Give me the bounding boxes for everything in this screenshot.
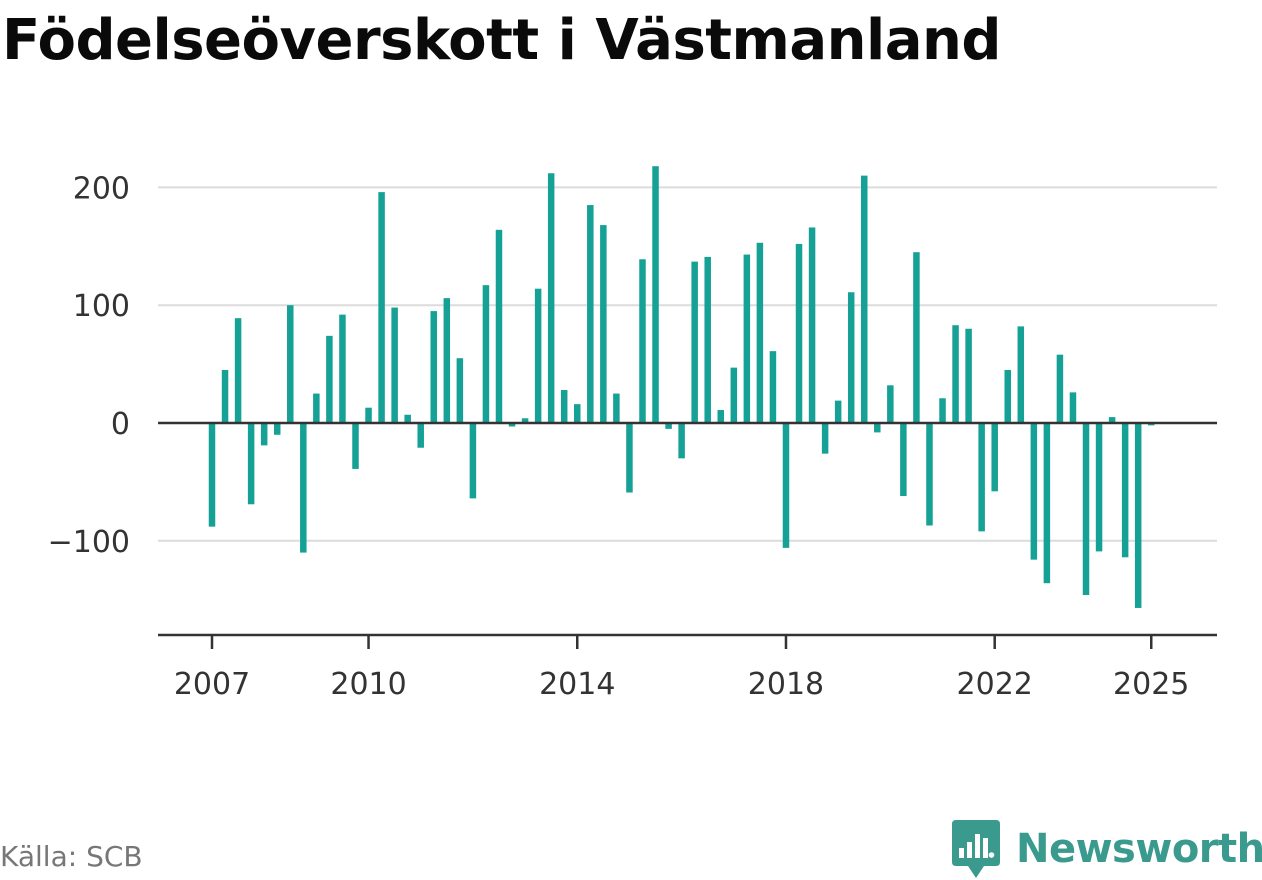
bar: 2020 Q3: 145 (913, 252, 920, 423)
bar: 2019 Q4: -8 (874, 423, 881, 433)
bar: 2013 Q3: 212 (547, 173, 555, 423)
brand-logo[interactable]: Newsworthy (950, 818, 1262, 880)
chart-title: Födelseöverskott i Västmanland (2, 8, 1002, 73)
bar: 2021 Q3: 80 (965, 328, 972, 423)
bar: 2011 Q3: 106 (443, 298, 451, 423)
bar: 2021 Q4: -92 (978, 423, 985, 532)
bar: 2022 Q4: -116 (1030, 423, 1038, 560)
bar: 2009 Q2: 74 (326, 335, 333, 423)
bar: 2015 Q1: -59 (626, 423, 633, 493)
bar: 2018 Q3: 166 (808, 227, 816, 423)
bar: 2024 Q3: -114 (1121, 423, 1129, 558)
bars: 2007 Q1: -88 2007 Q2: 45 2007 Q3: 89 2007 Q… (208, 166, 1155, 608)
bar: 2018 Q1: -106 (782, 423, 790, 548)
bar: 2019 Q2: 111 (847, 292, 855, 423)
bar: 2020 Q1: 32 (887, 385, 894, 423)
x-tick-label: 2010 (330, 667, 406, 702)
bar: 2012 Q1: -64 (469, 423, 477, 499)
bar: 2020 Q4: -87 (926, 423, 933, 526)
bar: 2012 Q4: -3 (508, 423, 516, 427)
bar: 2007 Q3: 89 (234, 318, 242, 423)
bar: 2018 Q2: 152 (795, 243, 803, 423)
bar: 2012 Q2: 117 (482, 285, 490, 423)
bar: 2023 Q1: -136 (1043, 423, 1051, 584)
bar: 2010 Q1: 13 (365, 407, 372, 423)
bar: 2022 Q2: 45 (1004, 369, 1011, 423)
bar: 2021 Q2: 83 (952, 325, 959, 423)
bar: 2023 Q3: 26 (1069, 392, 1077, 423)
bar: 2007 Q1: -88 (208, 423, 216, 527)
bar: 2020 Q2: -62 (900, 423, 907, 497)
grid-lines (158, 186, 1217, 542)
bar: 2019 Q1: 19 (834, 400, 842, 423)
bar: 2010 Q4: 7 (404, 414, 411, 423)
bar: 2017 Q1: 47 (730, 367, 738, 423)
bar: 2011 Q4: 55 (456, 358, 464, 423)
x-tick-label: 2018 (748, 667, 824, 702)
bar: 2017 Q4: 61 (769, 351, 777, 423)
source-note: Källa: SCB (0, 840, 143, 873)
bar: 2007 Q2: 45 (221, 369, 229, 423)
bar: 2017 Q2: 143 (743, 254, 751, 423)
bar: 2009 Q1: 25 (313, 393, 320, 423)
bar: 2022 Q3: 82 (1017, 326, 1025, 423)
bar: 2015 Q4: -5 (665, 423, 672, 429)
bar: 2014 Q3: 168 (600, 225, 607, 423)
bar: 2016 Q2: 137 (691, 261, 698, 423)
bar: 2019 Q3: 210 (861, 175, 868, 423)
bar: 2018 Q4: -26 (821, 423, 829, 454)
bar: 2024 Q1: -109 (1095, 423, 1103, 552)
bar: 2014 Q1: 16 (574, 404, 581, 423)
bar: 2010 Q2: 196 (378, 192, 385, 423)
bar: 2008 Q4: -110 (300, 423, 307, 553)
x-tick-label: 2007 (174, 667, 250, 702)
bar: 2017 Q3: 153 (756, 242, 764, 423)
bar: 2011 Q2: 95 (430, 311, 438, 423)
x-tick-label: 2014 (539, 667, 615, 702)
bar: 2016 Q1: -30 (678, 423, 685, 459)
bar: 2012 Q3: 164 (495, 229, 503, 423)
bar: 2022 Q1: -58 (991, 423, 998, 492)
bar: 2008 Q3: 100 (287, 305, 294, 423)
bar: 2024 Q2: 5 (1108, 417, 1116, 423)
bar: 2024 Q4: -157 (1134, 423, 1142, 608)
x-tick-label: 2022 (957, 667, 1033, 702)
bar: 2010 Q3: 98 (391, 307, 398, 423)
bar: 2013 Q2: 114 (534, 288, 542, 423)
bar: 2015 Q3: 218 (652, 166, 659, 423)
bar: 2009 Q4: -39 (352, 423, 359, 469)
axes: −100 0 100 200 2007 2010 2014 2018 2022 2025 (48, 171, 1217, 702)
bar: 2013 Q1: 4 (521, 418, 529, 423)
bar: 2023 Q4: -146 (1082, 423, 1090, 595)
y-tick-label: −100 (48, 525, 130, 560)
bar: 2014 Q2: 185 (587, 205, 594, 423)
brand-name: Newsworthy (1016, 826, 1262, 872)
bar: 2016 Q3: 141 (704, 256, 711, 423)
y-tick-label: 0 (111, 407, 130, 442)
bar: 2008 Q2: -10 (273, 423, 281, 435)
bar: 2021 Q1: 21 (939, 398, 946, 423)
bar: 2014 Q4: 25 (613, 393, 620, 423)
bar: 2015 Q2: 139 (639, 259, 646, 423)
bar: 2023 Q2: 58 (1056, 354, 1064, 423)
newsworthy-logo-icon (952, 820, 1000, 878)
bar: 2011 Q1: -21 (417, 423, 424, 448)
y-tick-label: 100 (73, 289, 130, 324)
bar: 2007 Q4: -69 (247, 423, 255, 505)
bar: 2009 Q3: 92 (339, 314, 346, 423)
bar: 2013 Q4: 28 (560, 390, 568, 423)
bar: 2008 Q1: -19 (260, 423, 268, 446)
x-tick-label: 2025 (1113, 667, 1189, 702)
y-tick-label: 200 (73, 171, 130, 206)
bar: 2016 Q4: 11 (717, 410, 724, 423)
